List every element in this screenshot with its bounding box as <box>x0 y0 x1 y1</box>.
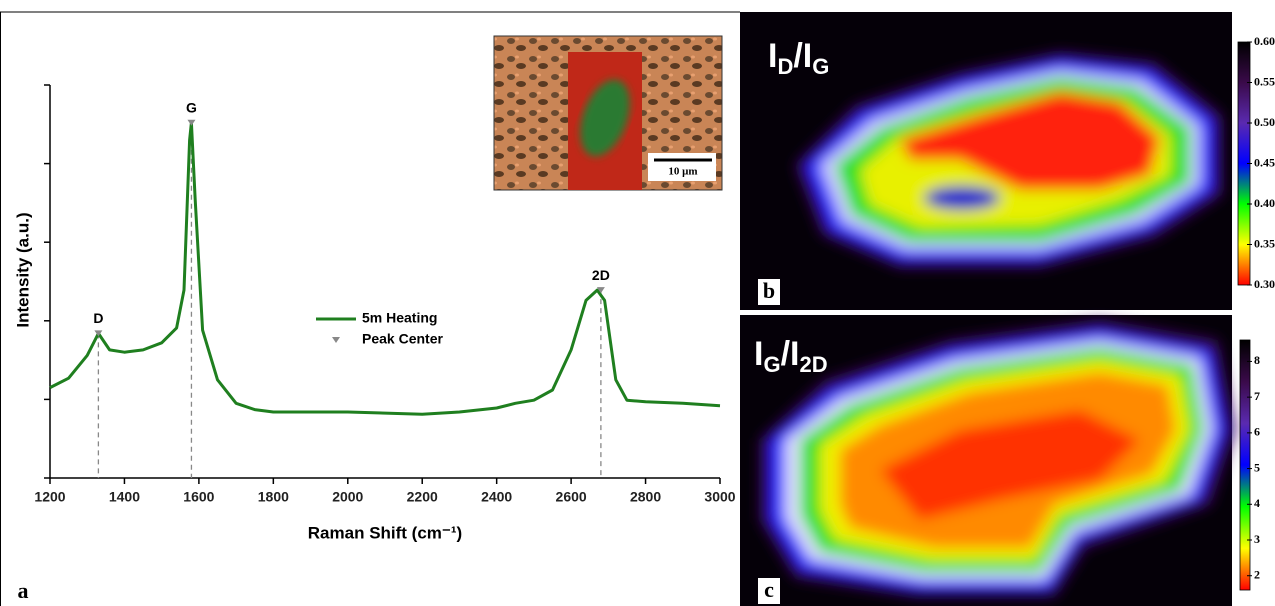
y-axis-title: Intensity (a.u.) <box>13 212 32 327</box>
peak-label: G <box>186 99 197 115</box>
spectrum-line <box>49 121 721 416</box>
x-tick-label: 2600 <box>556 489 587 505</box>
map-title-part: I <box>754 335 763 373</box>
panel-label-box <box>8 576 38 606</box>
colorbar-tick-label: 0.40 <box>1254 196 1275 210</box>
colorbar-tick-label: 0.30 <box>1254 277 1275 291</box>
panel-label: c <box>764 577 774 602</box>
colorbar-bg <box>1232 315 1275 606</box>
inset-flake <box>580 79 630 157</box>
colorbar-tick-label: 0.45 <box>1254 155 1275 169</box>
legend-swatch <box>332 337 340 343</box>
peak-center-marker <box>94 330 103 337</box>
legend-label: Peak Center <box>362 331 443 347</box>
x-tick-label: 2000 <box>332 489 363 505</box>
map-title-part: G <box>812 54 829 79</box>
colorbar-tick-label: 6 <box>1254 425 1260 439</box>
peak-label: D <box>93 310 103 326</box>
colorbar-tick-label: 3 <box>1254 532 1260 546</box>
colorbar <box>1239 339 1251 591</box>
heatmap-image <box>760 320 1235 596</box>
colorbar-tick-label: 2 <box>1254 567 1260 581</box>
scale-bar-label: 10 μm <box>668 166 697 178</box>
panel-label-box <box>758 578 780 604</box>
map-title-part: /I <box>793 37 812 75</box>
colorbar-tick-label: 0.35 <box>1254 236 1275 250</box>
x-tick-label: 1200 <box>34 489 65 505</box>
colorbar-tick-label: 4 <box>1254 496 1260 510</box>
panel-label: b <box>763 278 775 303</box>
x-tick-label: 2200 <box>407 489 438 505</box>
heatmap-image <box>795 52 1222 268</box>
x-tick-label: 1400 <box>109 489 140 505</box>
colorbar-tick-label: 0.55 <box>1254 74 1275 88</box>
x-tick-label: 3000 <box>704 489 735 505</box>
colorbar-tick-label: 5 <box>1254 460 1260 474</box>
map-title-part: 2D <box>799 352 827 377</box>
colorbar-tick-label: 0.60 <box>1254 34 1275 48</box>
x-tick-label: 2800 <box>630 489 661 505</box>
map-title-part: D <box>777 54 793 79</box>
scale-bar-box <box>648 153 716 181</box>
map-title-part: I <box>768 37 777 75</box>
x-tick-label: 1600 <box>183 489 214 505</box>
x-tick-label: 1800 <box>258 489 289 505</box>
peak-center-marker <box>596 287 605 294</box>
map-title-part: G <box>763 352 780 377</box>
legend-label: 5m Heating <box>362 310 437 326</box>
colorbar-tick-label: 0.50 <box>1254 115 1275 129</box>
panel-label: a <box>18 578 29 603</box>
x-axis-title: Raman Shift (cm⁻¹) <box>308 523 462 542</box>
map-title-part: /I <box>781 335 800 373</box>
peak-label: 2D <box>592 267 610 283</box>
map-title: IG/I2D <box>754 335 828 377</box>
panel-label-box <box>758 279 780 305</box>
map-title: ID/IG <box>768 37 829 79</box>
peak-center-marker <box>187 119 196 126</box>
x-tick-label: 2400 <box>481 489 512 505</box>
colorbar-tick-label: 7 <box>1254 389 1260 403</box>
colorbar-tick-label: 8 <box>1254 353 1260 367</box>
